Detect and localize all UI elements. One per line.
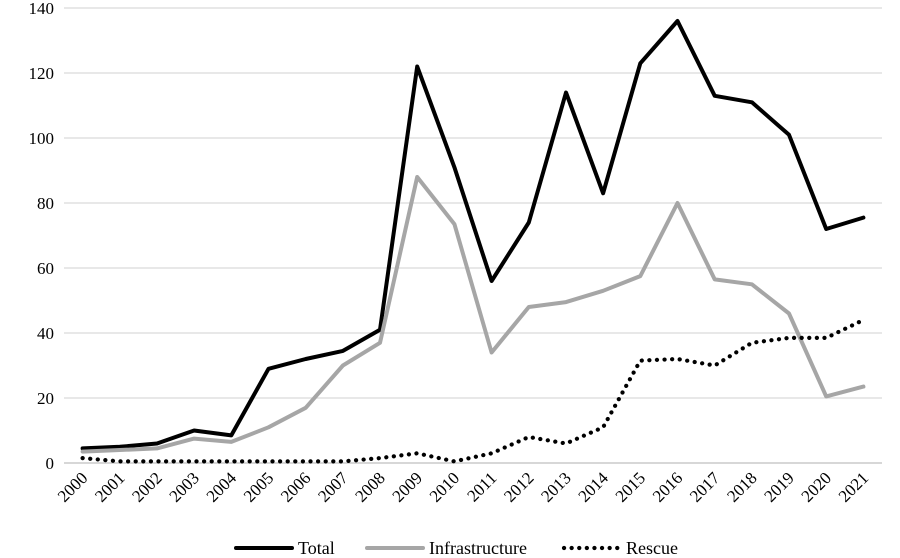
y-tick-label-0: 0 [46, 454, 55, 473]
x-tick-label-2012: 2012 [500, 468, 537, 505]
y-tick-label-80: 80 [37, 194, 54, 213]
x-tick-label-2002: 2002 [128, 468, 165, 505]
x-tick-label-2000: 2000 [54, 468, 91, 505]
x-axis-ticks: 2000 2001 2002 2003 2004 2005 2006 2007 2008 2009… [54, 468, 872, 506]
x-tick-label-2001: 2001 [91, 468, 128, 505]
series-line-rescue [80, 317, 866, 464]
gridlines [64, 7, 882, 399]
y-tick-label-20: 20 [37, 389, 54, 408]
x-tick-label-2010: 2010 [426, 468, 463, 505]
series-line-total [80, 19, 866, 451]
x-tick-label-2004: 2004 [203, 468, 241, 506]
x-tick-label-2020: 2020 [798, 468, 835, 505]
x-tick-label-2014: 2014 [574, 468, 612, 506]
x-tick-label-2019: 2019 [760, 468, 797, 505]
x-tick-label-2011: 2011 [463, 468, 500, 505]
y-tick-label-60: 60 [37, 259, 54, 278]
y-tick-label-40: 40 [37, 324, 54, 343]
y-axis-ticks: 0 20 40 60 80 100 120 140 [29, 0, 55, 473]
legend: Total Infrastructure Rescue [234, 538, 678, 558]
x-tick-label-2018: 2018 [723, 468, 760, 505]
x-tick-label-2005: 2005 [240, 468, 277, 505]
x-tick-label-2003: 2003 [165, 468, 202, 505]
y-tick-label-100: 100 [29, 129, 55, 148]
legend-label-infrastructure: Infrastructure [429, 538, 527, 558]
x-tick-label-2008: 2008 [351, 468, 388, 505]
legend-label-total: Total [298, 538, 335, 558]
x-tick-label-2015: 2015 [612, 468, 649, 505]
legend-label-rescue: Rescue [626, 538, 678, 558]
x-tick-label-2013: 2013 [537, 468, 574, 505]
x-tick-label-2021: 2021 [835, 468, 872, 505]
x-tick-label-2006: 2006 [277, 468, 314, 505]
x-tick-label-2009: 2009 [389, 468, 426, 505]
series-lines [80, 19, 866, 464]
x-tick-label-2017: 2017 [686, 468, 724, 506]
y-tick-label-140: 140 [29, 0, 55, 18]
series-line-infrastructure [80, 175, 866, 454]
x-tick-label-2007: 2007 [314, 468, 352, 506]
x-tick-label-2016: 2016 [649, 468, 686, 505]
y-tick-label-120: 120 [29, 64, 55, 83]
